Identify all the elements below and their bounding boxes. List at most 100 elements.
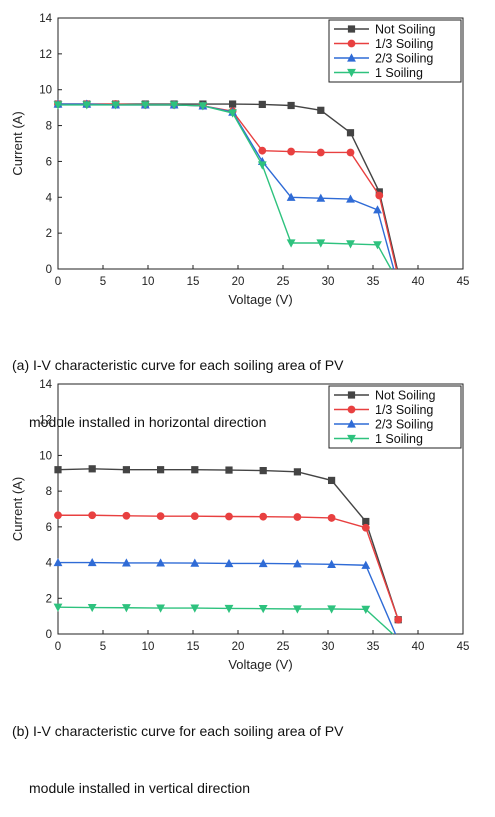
x-tick-label: 40 bbox=[412, 641, 425, 653]
data-point bbox=[122, 511, 131, 520]
data-point bbox=[229, 100, 237, 108]
series-1 bbox=[54, 465, 402, 624]
data-point bbox=[122, 466, 130, 474]
y-tick-label: 12 bbox=[39, 49, 52, 61]
caption-a-line2: module installed in horizontal direction bbox=[29, 414, 267, 430]
data-point bbox=[287, 147, 295, 156]
data-point bbox=[191, 466, 199, 474]
data-point bbox=[293, 513, 302, 521]
series-2 bbox=[54, 511, 403, 624]
data-point bbox=[259, 467, 267, 475]
data-point bbox=[224, 558, 234, 568]
y-tick-label: 2 bbox=[46, 228, 52, 240]
data-point bbox=[53, 101, 63, 110]
x-tick-label: 35 bbox=[367, 276, 380, 288]
legend-entry: 2/3 Soiling bbox=[375, 418, 433, 432]
plot-frame bbox=[57, 17, 464, 270]
data-point bbox=[362, 517, 370, 526]
data-point bbox=[373, 241, 382, 250]
data-point bbox=[88, 465, 96, 473]
series-line bbox=[57, 606, 394, 635]
data-point bbox=[286, 192, 296, 201]
data-point bbox=[361, 605, 371, 614]
y-tick-label: 8 bbox=[46, 121, 52, 133]
data-point bbox=[87, 603, 97, 613]
legend-marker bbox=[347, 25, 356, 33]
data-point bbox=[53, 557, 63, 567]
data-point bbox=[258, 100, 266, 109]
data-point bbox=[190, 512, 199, 521]
data-point bbox=[53, 603, 63, 612]
data-point bbox=[111, 101, 120, 110]
y-tick-label: 14 bbox=[39, 379, 52, 391]
data-point bbox=[316, 193, 326, 202]
data-point bbox=[293, 605, 302, 614]
data-point bbox=[293, 468, 301, 476]
x-tick-label: 45 bbox=[457, 276, 470, 288]
data-point bbox=[54, 466, 62, 474]
y-tick-label: 8 bbox=[46, 486, 52, 498]
y-tick-label: 6 bbox=[46, 522, 52, 534]
legend-marker bbox=[347, 405, 356, 414]
x-tick-label: 10 bbox=[142, 641, 155, 653]
x-axis-label: Voltage (V) bbox=[228, 657, 292, 672]
data-point bbox=[224, 604, 234, 614]
legend-marker bbox=[347, 434, 356, 444]
legend-entry: 1 Soiling bbox=[375, 66, 423, 80]
y-axis-label: Current (A) bbox=[10, 477, 25, 541]
data-point bbox=[346, 148, 355, 157]
y-tick-label: 0 bbox=[46, 264, 52, 276]
data-point bbox=[198, 102, 208, 111]
data-point bbox=[258, 558, 268, 568]
data-point bbox=[122, 604, 131, 613]
data-point bbox=[317, 106, 325, 114]
y-tick-label: 10 bbox=[39, 85, 52, 97]
caption-b: (b) I-V characteristic curve for each so… bbox=[12, 684, 343, 817]
series-line bbox=[58, 514, 399, 620]
data-point bbox=[87, 557, 97, 567]
data-point bbox=[361, 523, 370, 532]
data-point bbox=[375, 191, 384, 200]
y-tick-label: 12 bbox=[39, 415, 52, 427]
data-point bbox=[346, 240, 355, 249]
legend-entry: 1/3 Soiling bbox=[375, 37, 433, 51]
x-tick-label: 10 bbox=[142, 276, 155, 288]
x-tick-label: 20 bbox=[232, 641, 245, 653]
legend-entry: 1/3 Soiling bbox=[375, 403, 433, 417]
y-tick-label: 4 bbox=[46, 558, 53, 570]
legend-marker bbox=[347, 68, 356, 78]
y-tick-label: 14 bbox=[39, 13, 52, 25]
x-tick-label: 20 bbox=[232, 276, 245, 288]
caption-a-line1: (a) I-V characteristic curve for each so… bbox=[12, 357, 344, 373]
legend-entry: 2/3 Soiling bbox=[375, 52, 433, 66]
data-point bbox=[327, 559, 336, 568]
data-point bbox=[156, 512, 165, 521]
x-tick-label: 5 bbox=[100, 641, 106, 653]
data-point bbox=[88, 511, 97, 520]
data-point bbox=[373, 205, 382, 214]
y-tick-label: 2 bbox=[46, 593, 52, 605]
x-tick-label: 40 bbox=[412, 276, 425, 288]
data-point bbox=[82, 101, 92, 110]
x-tick-label: 45 bbox=[457, 641, 470, 653]
series-4 bbox=[53, 101, 392, 270]
chart-b: 0 5 10 15 20 25 30 35 40 45 0 2 4 6 8 10 12 14 Voltage (V)… bbox=[10, 379, 470, 672]
plot-frame bbox=[57, 383, 464, 635]
series-line bbox=[58, 104, 392, 270]
data-point bbox=[225, 512, 233, 521]
data-point bbox=[258, 146, 267, 155]
data-point bbox=[316, 148, 325, 157]
data-point bbox=[257, 161, 267, 170]
data-point bbox=[286, 239, 296, 248]
data-point bbox=[258, 605, 268, 614]
data-point bbox=[169, 101, 179, 110]
x-tick-label: 30 bbox=[322, 276, 335, 288]
data-point bbox=[157, 466, 165, 474]
legend-marker bbox=[347, 391, 356, 399]
data-point bbox=[228, 109, 237, 118]
data-point bbox=[293, 559, 302, 568]
data-point bbox=[287, 101, 295, 110]
y-axis-label: Current (A) bbox=[10, 111, 25, 175]
data-point bbox=[327, 514, 336, 522]
